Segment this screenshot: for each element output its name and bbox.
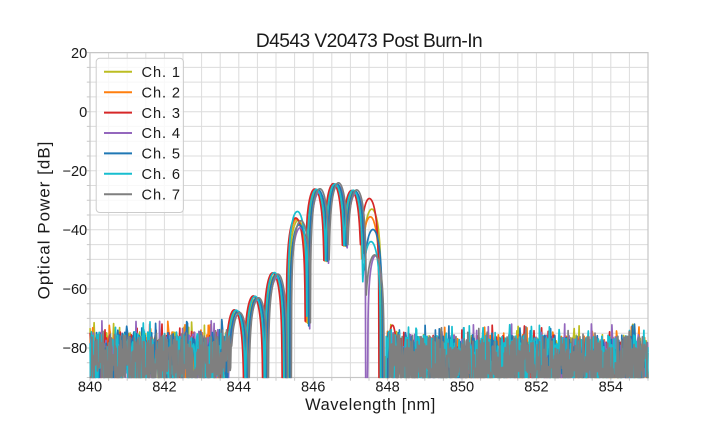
- svg-text:850: 850: [450, 380, 474, 396]
- svg-text:846: 846: [301, 380, 325, 396]
- svg-text:−40: −40: [62, 223, 87, 239]
- svg-text:Ch. 7: Ch. 7: [142, 187, 181, 203]
- svg-text:Ch. 2: Ch. 2: [142, 85, 181, 101]
- svg-text:Wavelength [nm]: Wavelength [nm]: [305, 396, 436, 414]
- svg-text:Optical Power [dB]: Optical Power [dB]: [35, 141, 54, 300]
- svg-text:844: 844: [227, 380, 251, 396]
- svg-text:−60: −60: [62, 282, 87, 298]
- svg-text:Ch. 4: Ch. 4: [142, 126, 181, 142]
- svg-text:848: 848: [375, 380, 399, 396]
- svg-text:0: 0: [79, 105, 87, 121]
- svg-text:854: 854: [599, 380, 623, 396]
- svg-text:20: 20: [71, 46, 87, 62]
- svg-text:D4543 V20473 Post Burn-In: D4543 V20473 Post Burn-In: [256, 31, 482, 52]
- svg-text:852: 852: [524, 380, 548, 396]
- svg-text:840: 840: [78, 380, 102, 396]
- svg-text:Ch. 3: Ch. 3: [142, 106, 181, 122]
- svg-text:Ch. 5: Ch. 5: [142, 147, 181, 163]
- svg-text:Ch. 6: Ch. 6: [142, 167, 181, 183]
- svg-text:Ch. 1: Ch. 1: [142, 65, 181, 81]
- svg-text:842: 842: [152, 380, 176, 396]
- svg-text:−80: −80: [62, 341, 87, 357]
- svg-text:−20: −20: [62, 164, 87, 180]
